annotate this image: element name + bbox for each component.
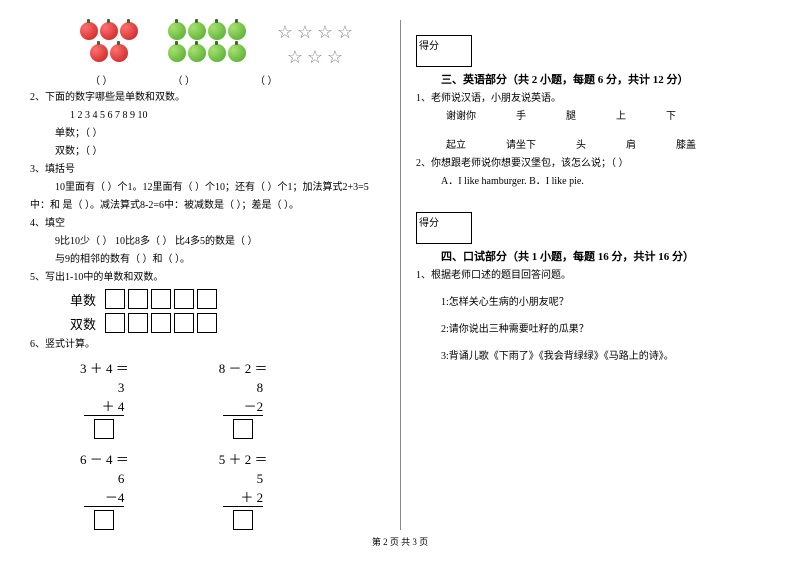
sec4-q1: 1、根据老师口述的题目回答问题。	[416, 268, 770, 283]
sec3-q1: 1、老师说汉语，小朋友说英语。	[416, 91, 770, 106]
q5-title: 5、写出1-10中的单数和双数。	[30, 270, 385, 285]
sec4-sub1: 1:怎样关心生病的小朋友呢？	[416, 295, 770, 310]
q3-line2: 中：和 是（ ）。减法算式8-2=6中：被减数是（ ）；差是（ ）。	[30, 198, 385, 213]
blank-1: （ ）	[90, 72, 113, 87]
left-column: ☆☆☆☆ ☆☆☆ （ ） （ ） （ ） 2、下面的数字哪些是单数和双数。 1 …	[30, 20, 400, 530]
q6-row1: 3 ＋ 4 ＝ 3 ＋ 4 8 － 2 ＝ 8 －2	[80, 358, 385, 443]
calc-2: 8 － 2 ＝ 8 －2	[219, 358, 268, 443]
q5-odd-boxes: 单数	[70, 289, 385, 309]
section-4-title: 四、口试部分（共 1 小题，每题 16 分，共计 16 分）	[416, 248, 770, 264]
q6-row2: 6 － 4 ＝ 6 －4 5 ＋ 2 ＝ 5 ＋ 2	[80, 449, 385, 534]
sec3-row2: 起立 请坐下 头 肩 膝盖	[446, 138, 770, 153]
sec4-sub2: 2:请你说出三种需要吐籽的瓜果？	[416, 322, 770, 337]
q4-title: 4、填空	[30, 216, 385, 231]
q2-odd: 单数；（ ）	[30, 126, 385, 141]
q5-even-label: 双数	[70, 314, 96, 333]
right-column: 得分 三、英语部分（共 2 小题，每题 6 分，共计 12 分） 1、老师说汉语…	[400, 20, 770, 530]
star-group: ☆☆☆☆ ☆☆☆	[276, 20, 354, 70]
q3-title: 3、填括号	[30, 162, 385, 177]
q2-even: 双数；（ ）	[30, 144, 385, 159]
q5-even-boxes: 双数	[70, 313, 385, 333]
red-apple-group	[80, 20, 138, 64]
q5-odd-label: 单数	[70, 290, 96, 309]
sec3-row1: 谢谢你 手 腿 上 下	[446, 109, 770, 124]
sec4-sub3: 3:背诵儿歌《下雨了》《我会背绿绿》《马路上的诗》。	[416, 349, 770, 364]
page-footer: 第 2 页 共 3 页	[30, 535, 770, 548]
sec3-opts: A．I like hamburger. B．I like pie.	[416, 174, 770, 189]
calc-4: 5 ＋ 2 ＝ 5 ＋ 2	[219, 449, 268, 534]
score-box-4: 得分	[416, 212, 472, 244]
green-apple-group	[168, 20, 246, 64]
q4-line2: 与9的相邻的数有（ ）和（ ）。	[30, 252, 385, 267]
q2-numbers: 1 2 3 4 5 6 7 8 9 10	[30, 108, 385, 123]
q4-line1: 9比10少（ ） 10比8多（ ） 比4多5的数是（ ）	[30, 234, 385, 249]
section-3-title: 三、英语部分（共 2 小题，每题 6 分，共计 12 分）	[416, 71, 770, 87]
q2-text: 2、下面的数字哪些是单数和双数。	[30, 90, 385, 105]
sec3-q2: 2、你想跟老师说你想要汉堡包，该怎么说；（ ）	[416, 156, 770, 171]
calc-1: 3 ＋ 4 ＝ 3 ＋ 4	[80, 358, 129, 443]
calc-3: 6 － 4 ＝ 6 －4	[80, 449, 129, 534]
q6-title: 6、竖式计算。	[30, 337, 385, 352]
blank-3: （ ）	[255, 72, 278, 87]
score-box-3: 得分	[416, 35, 472, 67]
blank-2: （ ）	[173, 72, 196, 87]
counting-groups: ☆☆☆☆ ☆☆☆	[80, 20, 385, 70]
counting-blanks: （ ） （ ） （ ）	[90, 72, 385, 87]
q3-line1: 10里面有（ ）个1。12里面有（ ）个10；还有（ ）个1；加法算式2+3=5	[30, 180, 385, 195]
